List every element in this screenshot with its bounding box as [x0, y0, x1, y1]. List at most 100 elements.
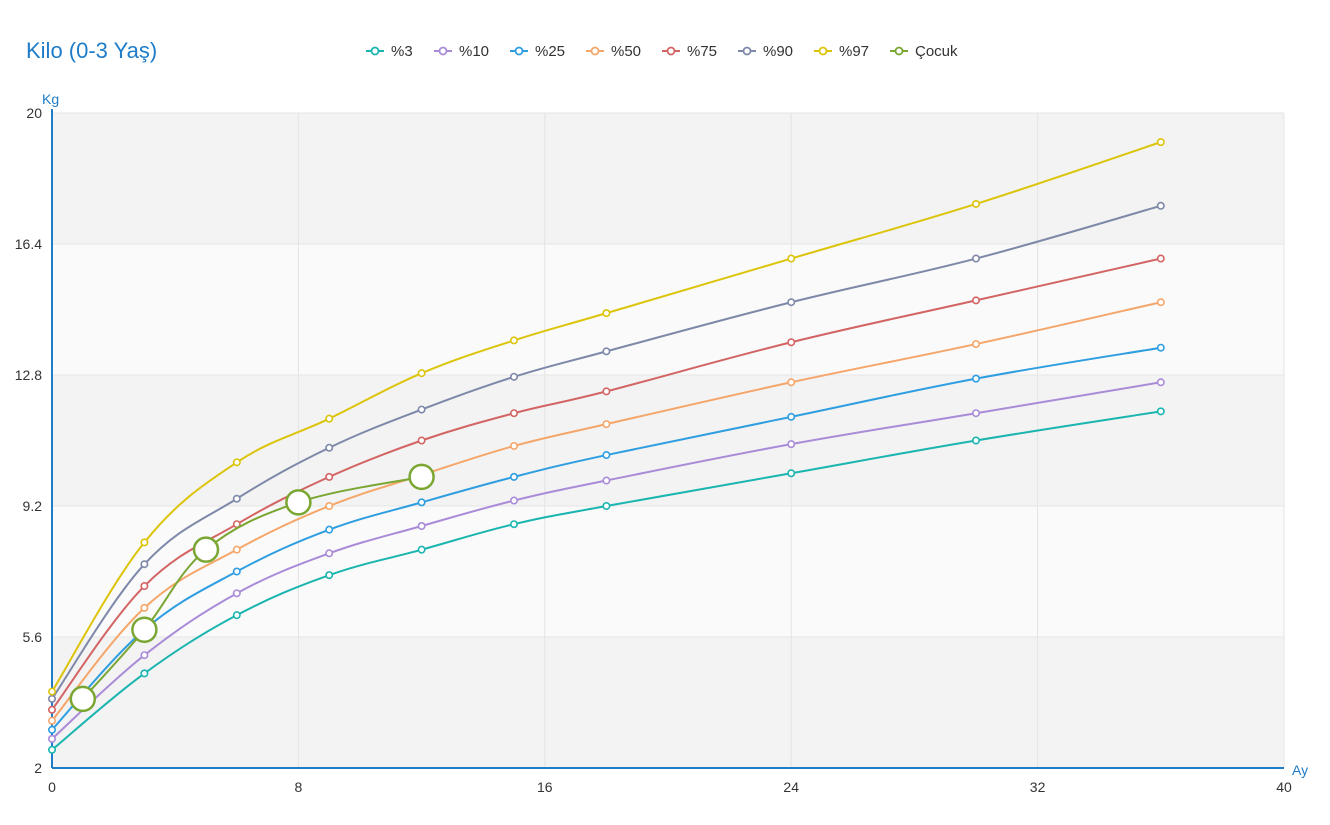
data-point [602, 476, 611, 485]
legend-label: %97 [839, 43, 869, 60]
data-point [232, 458, 241, 467]
data-point [602, 387, 611, 396]
x-axis-label: Ay [1292, 762, 1308, 778]
data-point [1156, 343, 1165, 352]
y-tick-label: 5.6 [23, 629, 43, 645]
x-tick-label: 24 [783, 779, 799, 795]
data-point [325, 443, 334, 452]
data-point [509, 520, 518, 529]
data-point [131, 616, 158, 643]
data-point [325, 501, 334, 510]
legend-marker [370, 46, 380, 56]
data-point [325, 549, 334, 558]
data-point [417, 405, 426, 414]
data-point [192, 536, 220, 563]
data-point [140, 603, 149, 612]
legend-label: Çocuk [915, 43, 958, 60]
data-point [787, 338, 796, 347]
chart-title: Kilo (0-3 Yaş) [26, 38, 158, 63]
plot-band [52, 244, 1284, 375]
plot-band [52, 375, 1284, 506]
y-tick-label: 12.8 [15, 367, 42, 383]
data-point [971, 340, 980, 349]
legend-label: %75 [687, 43, 717, 60]
data-point [417, 369, 426, 378]
legend-marker [818, 46, 828, 56]
data-point [232, 494, 241, 503]
legend-marker [590, 46, 600, 56]
data-point [509, 372, 518, 381]
data-point [408, 463, 435, 491]
data-point [69, 685, 97, 713]
data-point [509, 336, 518, 345]
data-point [1156, 138, 1165, 147]
data-point [417, 522, 426, 531]
x-tick-label: 0 [48, 779, 56, 795]
data-point [602, 347, 611, 356]
plot-band [52, 113, 1284, 244]
data-point [47, 745, 56, 754]
legend-marker [438, 46, 448, 56]
data-point [602, 420, 611, 429]
legend-label: %3 [391, 43, 413, 60]
data-point [1156, 254, 1165, 263]
data-point [47, 716, 56, 725]
plot-band [52, 506, 1284, 637]
data-point [325, 571, 334, 580]
data-point [325, 525, 334, 534]
y-tick-label: 20 [26, 105, 42, 121]
y-tick-label: 2 [34, 760, 42, 776]
data-point [787, 469, 796, 478]
legend-label: %25 [535, 43, 565, 60]
data-point [232, 567, 241, 576]
data-point [232, 545, 241, 554]
data-point [232, 589, 241, 598]
series-line [51, 381, 1161, 740]
data-point [509, 472, 518, 481]
series-line [51, 204, 1162, 700]
data-point [787, 298, 796, 307]
y-tick-label: 16.4 [15, 236, 42, 252]
data-point [47, 725, 56, 734]
x-tick-label: 16 [537, 779, 553, 795]
series-line [51, 141, 1162, 693]
data-point [140, 669, 149, 678]
data-point [787, 440, 796, 449]
legend-marker [666, 46, 676, 56]
x-tick-label: 40 [1276, 779, 1292, 795]
data-point [787, 378, 796, 387]
data-point [602, 501, 611, 510]
data-point [140, 582, 149, 591]
legend-marker [894, 46, 904, 56]
series-line [51, 410, 1161, 751]
legend-label: %50 [611, 43, 641, 60]
data-point [140, 560, 149, 569]
data-point [1156, 201, 1165, 210]
series-line [51, 346, 1161, 731]
data-point [971, 199, 980, 208]
data-point [285, 489, 312, 516]
data-point [787, 254, 796, 263]
data-point [325, 414, 334, 423]
data-point [417, 436, 426, 445]
data-point [1156, 298, 1165, 307]
data-point [602, 309, 611, 318]
data-point [602, 451, 611, 460]
y-tick-label: 9.2 [23, 498, 43, 514]
series-line [51, 301, 1162, 722]
legend-label: %90 [763, 43, 793, 60]
data-point [509, 441, 518, 450]
data-point [417, 498, 426, 507]
data-point [140, 538, 149, 547]
data-point [787, 412, 796, 421]
series-line [51, 257, 1162, 711]
x-tick-label: 8 [295, 779, 303, 795]
legend-label: %10 [459, 43, 489, 60]
data-point [47, 687, 56, 696]
y-axis-label: Kg [42, 91, 59, 107]
data-point [1156, 407, 1165, 416]
data-point [232, 611, 241, 620]
legend-marker [514, 46, 524, 56]
data-point [971, 374, 980, 383]
